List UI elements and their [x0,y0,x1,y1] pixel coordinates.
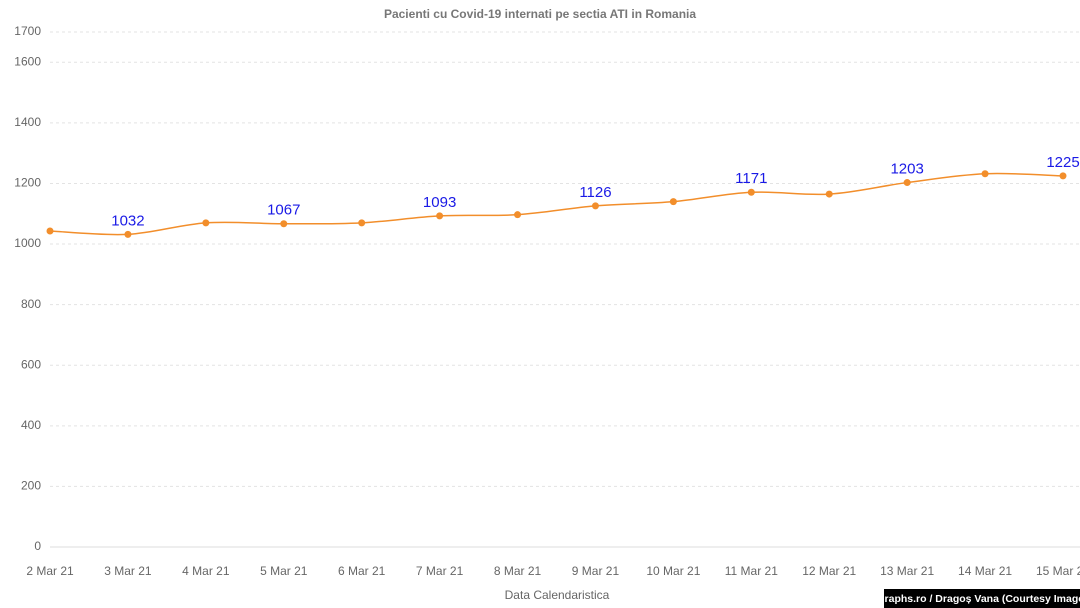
x-tick-label: 9 Mar 21 [572,564,620,578]
x-tick-label: 13 Mar 21 [880,564,934,578]
data-label: 1225 [1046,154,1079,171]
credit: Graphs.ro / Dragoș Vana (Courtesy Image) [876,593,1080,605]
data-point [514,211,522,219]
data-point [903,179,911,187]
y-tick-label: 1000 [14,236,41,250]
data-point [436,212,444,220]
x-tick-label: 2 Mar 21 [26,564,74,578]
data-point [46,227,54,235]
x-tick-label: 3 Mar 21 [104,564,152,578]
x-axis-label: Data Calendaristica [505,588,610,602]
data-point [747,188,755,196]
x-tick-label: 10 Mar 21 [646,564,700,578]
x-tick-label: 11 Mar 21 [725,564,778,578]
x-tick-label: 8 Mar 21 [494,564,542,578]
x-tick-label: 14 Mar 21 [958,564,1012,578]
x-tick-label: 5 Mar 21 [260,564,308,578]
data-label: 1067 [267,202,300,219]
data-point [669,198,677,206]
data-point [202,219,210,227]
y-tick-label: 0 [34,539,41,553]
x-tick-label: 7 Mar 21 [416,564,464,578]
chart-title: Pacienti cu Covid-19 internati pe sectia… [384,7,696,21]
y-tick-label: 1400 [14,115,41,129]
y-tick-label: 800 [21,297,41,311]
data-point [591,202,599,210]
data-label: 1032 [111,212,144,229]
x-tick-label: 4 Mar 21 [182,564,230,578]
y-tick-label: 600 [21,357,41,371]
data-point [280,220,288,228]
credit-box [884,589,1080,608]
y-tick-label: 1700 [14,24,41,38]
y-tick-label: 1200 [14,176,41,190]
data-label: 1203 [890,161,923,178]
data-label: 1126 [579,184,611,201]
data-point [358,219,366,227]
data-point [1059,172,1067,180]
data-point [981,170,989,178]
y-tick-label: 1600 [14,54,41,68]
y-tick-label: 200 [21,479,41,493]
series-line [49,172,1064,236]
data-label: 1171 [735,170,767,187]
x-tick-label: 12 Mar 21 [802,564,856,578]
x-tick-label: 15 Mar 21 [1036,564,1080,578]
data-point [124,230,132,238]
data-label: 1093 [423,194,456,211]
x-tick-label: 6 Mar 21 [338,564,386,578]
data-point [825,190,833,198]
y-tick-label: 400 [21,418,41,432]
